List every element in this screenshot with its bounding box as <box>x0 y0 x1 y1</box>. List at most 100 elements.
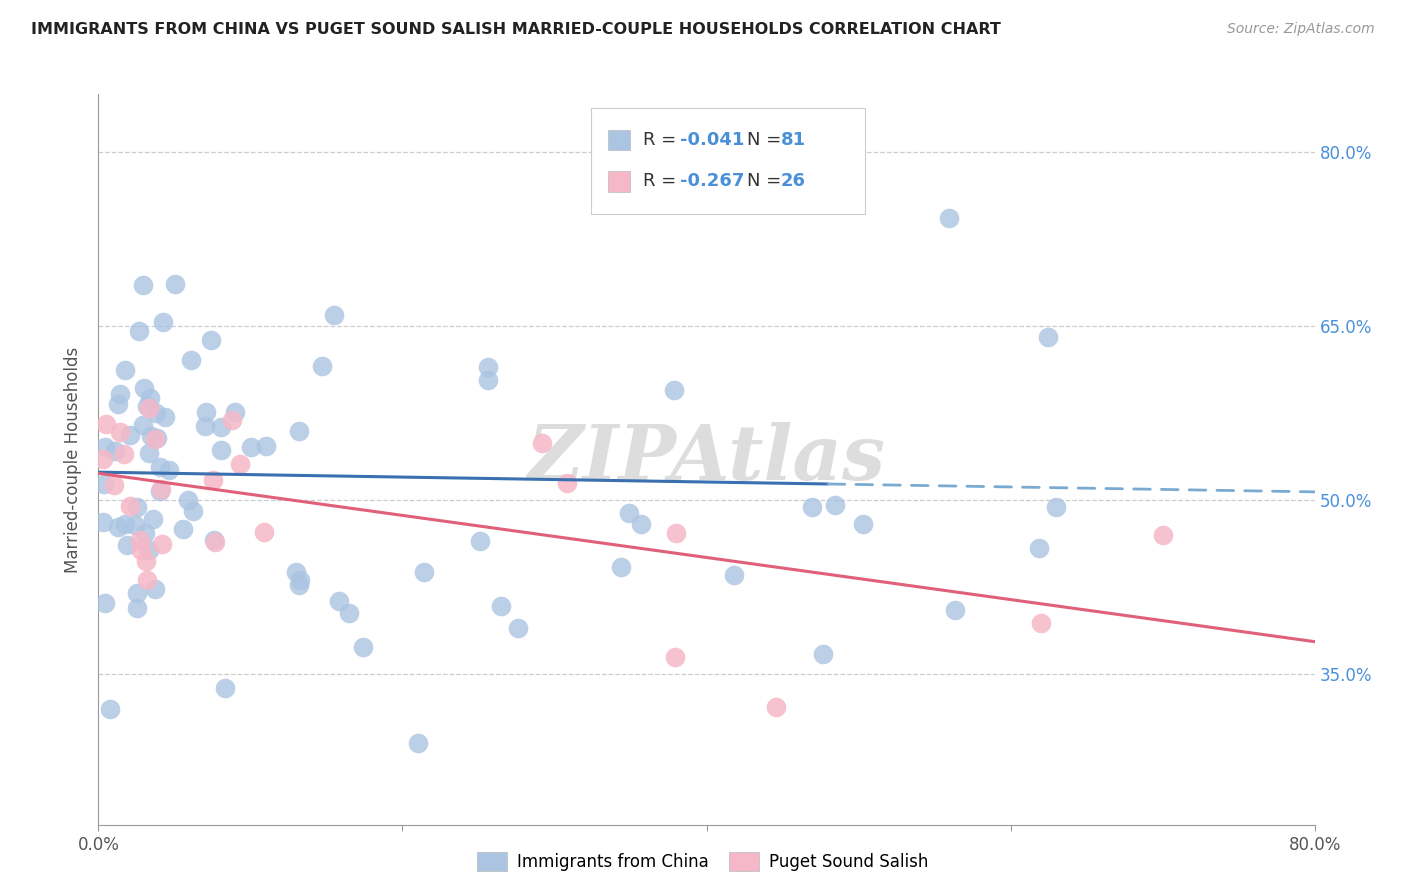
Point <box>943 603 966 617</box>
Text: -0.267: -0.267 <box>679 172 744 190</box>
Text: 81: 81 <box>780 131 806 149</box>
Point <box>165 277 187 292</box>
Point <box>285 565 308 579</box>
Point <box>125 586 148 600</box>
Point <box>665 525 688 540</box>
Point <box>127 600 149 615</box>
Point <box>127 500 149 515</box>
Point <box>110 387 132 401</box>
Point <box>110 425 132 440</box>
Point <box>149 460 172 475</box>
Point <box>142 512 165 526</box>
Point <box>204 535 226 549</box>
Point <box>134 526 156 541</box>
Point <box>610 560 633 574</box>
Text: R =: R = <box>644 131 682 149</box>
Point <box>128 533 150 548</box>
Point <box>938 211 960 226</box>
Point <box>328 593 350 607</box>
Point <box>194 419 217 434</box>
Point <box>723 567 745 582</box>
Point <box>94 417 117 431</box>
Point <box>145 406 167 420</box>
Point <box>470 533 492 548</box>
Point <box>194 405 217 419</box>
Point <box>104 443 127 458</box>
Point <box>530 435 553 450</box>
Point <box>152 315 174 329</box>
Point <box>149 483 172 498</box>
Point <box>221 413 243 427</box>
Point <box>114 516 136 531</box>
Point <box>555 475 578 490</box>
Point <box>664 383 686 397</box>
FancyBboxPatch shape <box>607 129 630 150</box>
Point <box>135 554 157 568</box>
Point <box>288 577 311 591</box>
Point <box>204 533 226 548</box>
Point <box>353 640 375 654</box>
Point <box>153 410 176 425</box>
Text: -0.041: -0.041 <box>679 131 744 149</box>
Point <box>852 516 875 531</box>
Point <box>1036 329 1059 343</box>
Point <box>824 498 846 512</box>
FancyBboxPatch shape <box>591 108 865 214</box>
Point <box>254 438 277 452</box>
Text: R =: R = <box>644 172 682 190</box>
Point <box>337 606 360 620</box>
Point <box>253 525 276 540</box>
Text: N =: N = <box>747 131 786 149</box>
Point <box>1029 616 1052 631</box>
Point <box>224 405 246 419</box>
Point <box>149 482 172 496</box>
Point <box>322 308 344 322</box>
Point <box>91 452 114 467</box>
Point <box>506 621 529 635</box>
Point <box>136 573 159 587</box>
Point <box>114 363 136 377</box>
Point <box>134 380 156 394</box>
Point <box>132 417 155 432</box>
Point <box>1028 541 1050 555</box>
Point <box>138 542 160 557</box>
Point <box>103 478 125 492</box>
Point <box>94 596 117 610</box>
Point <box>180 352 202 367</box>
Point <box>406 736 429 750</box>
Point <box>118 428 141 442</box>
Point <box>139 392 162 406</box>
Point <box>91 516 114 530</box>
Point <box>477 374 499 388</box>
Point <box>98 701 121 715</box>
Point <box>311 359 333 373</box>
Point <box>183 504 205 518</box>
Point <box>813 648 835 662</box>
Point <box>93 440 115 454</box>
Text: ZIPAtlas: ZIPAtlas <box>527 423 886 496</box>
Point <box>202 474 225 488</box>
Point <box>239 441 262 455</box>
Point <box>145 431 167 445</box>
Point <box>214 681 236 696</box>
Point <box>209 443 232 458</box>
Point <box>159 463 181 477</box>
Point <box>288 424 311 438</box>
Point <box>229 457 252 471</box>
Text: 26: 26 <box>780 172 806 190</box>
Text: IMMIGRANTS FROM CHINA VS PUGET SOUND SALISH MARRIED-COUPLE HOUSEHOLDS CORRELATIO: IMMIGRANTS FROM CHINA VS PUGET SOUND SAL… <box>31 22 1001 37</box>
Point <box>120 500 142 514</box>
Point <box>630 517 652 532</box>
Point <box>209 419 232 434</box>
Point <box>143 582 166 597</box>
Point <box>138 401 160 415</box>
Point <box>200 333 222 347</box>
Y-axis label: Married-couple Households: Married-couple Households <box>65 346 83 573</box>
Point <box>150 537 173 551</box>
Point <box>138 446 160 460</box>
Point <box>177 492 200 507</box>
Point <box>1045 500 1067 515</box>
Point <box>141 428 163 442</box>
Point <box>765 700 787 714</box>
Point <box>489 599 512 614</box>
